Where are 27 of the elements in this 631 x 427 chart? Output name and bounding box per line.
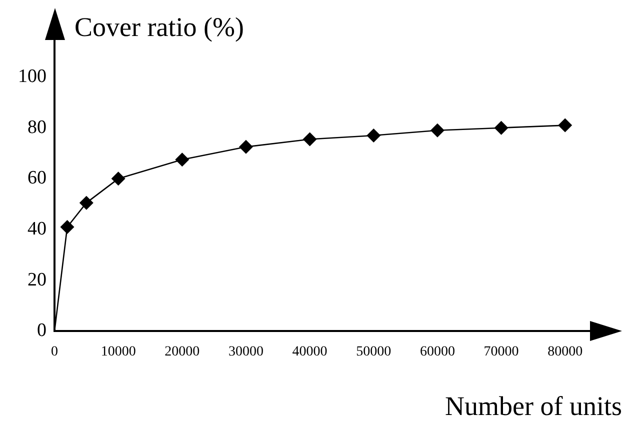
- x-axis-title: Number of units: [445, 391, 622, 421]
- y-tick-label: 20: [28, 269, 46, 290]
- point: [558, 118, 572, 132]
- point: [175, 152, 190, 167]
- x-tick-label: 50000: [356, 344, 392, 360]
- x-tick-label: 80000: [548, 344, 583, 360]
- y-tick-label: 0: [37, 320, 46, 342]
- x-tick-label: 10000: [100, 344, 136, 360]
- point: [111, 172, 126, 186]
- point: [430, 123, 444, 138]
- x-tick-label: 40000: [292, 344, 328, 360]
- y-tick-label: 80: [28, 116, 46, 138]
- point: [494, 120, 508, 135]
- x-tick-label: 60000: [420, 344, 455, 360]
- point: [60, 220, 74, 234]
- x-tick-label: 0: [51, 344, 58, 360]
- y-tick-label: 60: [28, 168, 46, 189]
- point: [238, 140, 253, 154]
- point: [79, 196, 94, 210]
- x-tick-label: 30000: [228, 344, 264, 360]
- x-tick-label: 20000: [164, 344, 200, 360]
- point: [366, 128, 381, 142]
- y-tick-label: 100: [18, 66, 46, 87]
- point: [302, 132, 317, 146]
- y-axis-title: Cover ratio (%): [74, 12, 244, 42]
- y-tick-label: 40: [28, 218, 46, 240]
- x-tick-label: 70000: [484, 344, 519, 360]
